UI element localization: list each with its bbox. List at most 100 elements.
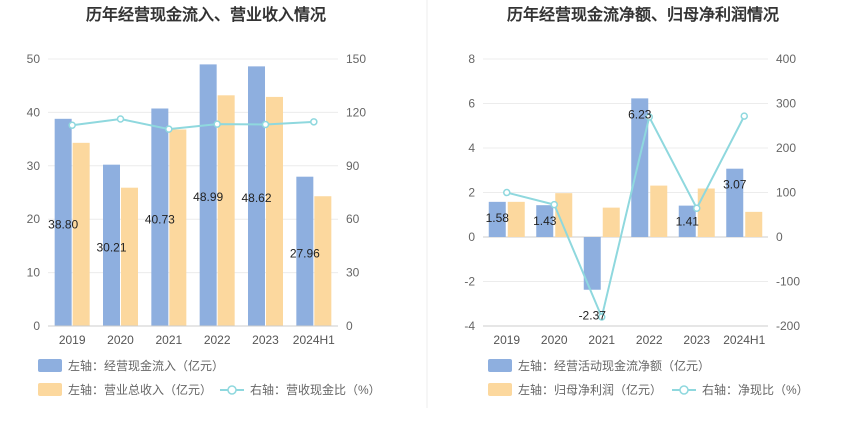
bar-primary[interactable] (726, 168, 744, 237)
y-left-tick-label: 8 (468, 52, 475, 66)
y-right-tick-label: 200 (776, 141, 796, 155)
x-tick-label: 2024H1 (293, 333, 335, 347)
bars (54, 64, 332, 326)
legend-item[interactable]: 左轴：归母净利润（亿元） (488, 382, 662, 397)
x-tick-label: 2020 (541, 333, 568, 347)
data-label: 40.73 (145, 212, 175, 226)
ratio-point[interactable] (693, 204, 701, 213)
y-left-tick-label: 0 (468, 230, 475, 244)
ratio-point[interactable] (261, 120, 270, 129)
bar-secondary[interactable] (745, 211, 763, 237)
bar-primary[interactable] (151, 108, 169, 326)
legend-label: 右轴：营收现金比（%） (250, 382, 381, 397)
data-label: 38.80 (48, 217, 78, 231)
bar-primary[interactable] (583, 237, 601, 290)
ratio-point[interactable] (116, 115, 125, 123)
bar-primary[interactable] (54, 118, 72, 326)
y-right-tick-label: 150 (346, 52, 366, 66)
data-label: 48.99 (193, 190, 223, 204)
bar-primary[interactable] (678, 205, 696, 237)
bar-secondary[interactable] (121, 187, 138, 326)
x-tick-label: 2022 (204, 333, 231, 347)
ratio-line-path (72, 117, 314, 131)
bar-secondary[interactable] (697, 188, 715, 237)
data-label: 1.41 (676, 215, 700, 229)
ratio-point[interactable] (68, 121, 76, 129)
data-label: 1.58 (486, 211, 510, 225)
y-axis-right: -200 -100 0 100 200 300 400 (776, 52, 800, 333)
grid (483, 58, 768, 327)
bar-secondary[interactable] (650, 185, 668, 237)
x-axis: 2019 2020 2021 2022 2023 2024H1 (483, 325, 768, 347)
ratio-point[interactable] (550, 200, 558, 209)
bar-secondary[interactable] (169, 129, 187, 326)
chart-title: 历年经营现金流净额、归母净利润情况 (507, 5, 779, 24)
bar-primary[interactable] (103, 164, 120, 326)
legend[interactable]: 左轴：经营现金流入（亿元） 左轴：营业总收入（亿元） 右轴：营收现金比（%） (38, 358, 381, 397)
legend-item[interactable]: 右轴：净现比（%） (672, 382, 809, 397)
y-right-tick-label: 60 (346, 212, 360, 226)
x-tick-label: 2019 (59, 333, 86, 347)
data-label: 48.62 (241, 191, 271, 205)
legend-item[interactable]: 左轴：经营活动现金流净额（亿元） (488, 358, 710, 373)
bar-primary[interactable] (248, 66, 265, 326)
legend-marker (227, 385, 237, 395)
bar-primary[interactable] (199, 64, 217, 326)
bars (488, 98, 763, 290)
ratio-point[interactable] (213, 120, 221, 128)
ratio-point[interactable] (503, 188, 511, 197)
bar-secondary[interactable] (217, 95, 235, 326)
data-label: 6.23 (628, 107, 652, 121)
bar-secondary[interactable] (266, 96, 283, 326)
legend-item[interactable]: 左轴：经营现金流入（亿元） (38, 358, 224, 373)
y-right-tick-label: 0 (776, 230, 783, 244)
bar-secondary[interactable] (314, 196, 332, 326)
y-left-tick-label: 2 (468, 186, 475, 200)
ratio-line (68, 115, 318, 133)
legend-swatch (38, 359, 62, 372)
bar-secondary[interactable] (555, 193, 573, 237)
legend-label: 右轴：净现比（%） (702, 382, 809, 397)
ratio-point[interactable] (740, 112, 748, 120)
bar-primary[interactable] (631, 98, 649, 237)
x-tick-label: 2023 (683, 333, 710, 347)
legend-item[interactable]: 右轴：营收现金比（%） (220, 382, 381, 397)
bar-primary[interactable] (296, 176, 314, 326)
y-left-tick-label: 30 (27, 159, 41, 173)
y-left-tick-label: -2 (464, 275, 475, 289)
bar-primary[interactable] (536, 205, 554, 237)
y-right-tick-label: 30 (346, 266, 360, 280)
bar-primary[interactable] (488, 201, 506, 237)
bar-secondary[interactable] (72, 142, 90, 326)
data-label: 30.21 (96, 240, 126, 254)
bar-secondary[interactable] (507, 201, 525, 237)
legend-label: 左轴：经营现金流入（亿元） (68, 358, 224, 373)
x-tick-label: 2021 (155, 333, 182, 347)
bar-secondary[interactable] (602, 207, 620, 237)
ratio-line (503, 112, 748, 321)
ratio-point[interactable] (645, 113, 653, 121)
x-tick-label: 2023 (252, 333, 279, 347)
y-left-tick-label: -4 (464, 319, 475, 333)
legend-marker (679, 385, 689, 395)
ratio-line-path (506, 114, 746, 321)
cashflow-inflow-chart: 历年经营现金流入、营业收入情况 0 10 20 30 40 50 0 30 60 90 120 15… (27, 5, 381, 397)
y-left-tick-label: 10 (27, 266, 41, 280)
y-left-tick-label: 0 (33, 319, 40, 333)
y-right-tick-label: -100 (776, 275, 800, 289)
legend-label: 左轴：经营活动现金流净额（亿元） (518, 358, 710, 373)
x-tick-label: 2021 (588, 333, 615, 347)
y-right-tick-label: 400 (776, 52, 796, 66)
y-right-tick-label: 0 (346, 319, 353, 333)
legend[interactable]: 左轴：经营活动现金流净额（亿元） 左轴：归母净利润（亿元） 右轴：净现比（%） (488, 358, 809, 397)
y-left-tick-label: 4 (468, 141, 475, 155)
legend-item[interactable]: 左轴：营业总收入（亿元） (38, 382, 212, 397)
ratio-point[interactable] (598, 313, 606, 321)
data-label: 27.96 (290, 246, 320, 260)
legend-label: 左轴：归母净利润（亿元） (518, 382, 662, 397)
net-cashflow-profit-chart: 历年经营现金流净额、归母净利润情况 -4 -2 0 2 4 6 8 -200 -100 0 100… (464, 5, 808, 397)
x-tick-label: 2019 (493, 333, 520, 347)
ratio-point[interactable] (310, 118, 318, 126)
ratio-point[interactable] (165, 125, 173, 133)
